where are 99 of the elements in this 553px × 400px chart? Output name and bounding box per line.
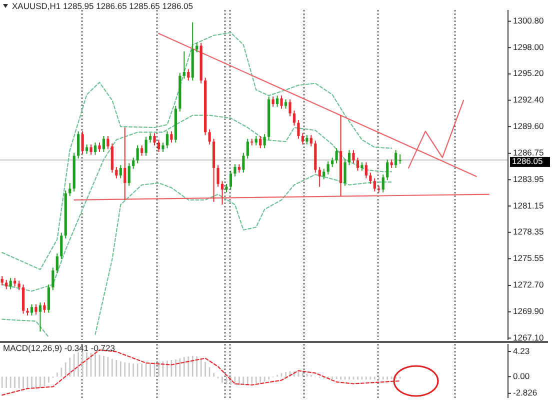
- line-series: [408, 100, 464, 168]
- y-tick-label: 1272.70: [513, 280, 544, 290]
- candlestick: [306, 134, 308, 145]
- candlestick: [38, 302, 42, 332]
- line-series: [2, 114, 392, 292]
- candlestick: [208, 128, 211, 145]
- candlestick: [322, 168, 326, 180]
- candlestick: [292, 110, 296, 126]
- ref-line-label: 1286.05: [512, 156, 543, 166]
- y-tick-label: 1267.10: [513, 332, 544, 342]
- y-tick-label: 0.00: [513, 370, 530, 381]
- candlestick: [0, 276, 4, 286]
- candlestick: [43, 302, 46, 314]
- candlestick: [335, 148, 338, 164]
- candlestick: [348, 150, 351, 166]
- candlestick: [124, 127, 126, 200]
- y-tick-label: 1278.35: [513, 226, 544, 237]
- y-tick-label: -2.826: [513, 388, 538, 398]
- candlestick: [288, 98, 292, 117]
- candlestick: [115, 166, 118, 179]
- y-tick-label: 1295.20: [513, 68, 544, 78]
- candlestick: [373, 178, 376, 192]
- candlestick: [356, 157, 360, 172]
- candlestick: [81, 130, 84, 154]
- candlestick: [68, 182, 72, 197]
- candlestick: [30, 304, 34, 316]
- candlestick: [144, 136, 148, 156]
- candlestick: [344, 158, 346, 186]
- candlestick: [242, 152, 245, 174]
- candlestick: [77, 130, 80, 160]
- candlestick: [119, 164, 122, 179]
- candlestick: [398, 154, 402, 164]
- candlestick: [47, 284, 50, 314]
- candlestick: [259, 135, 262, 149]
- y-tick-label: 1300.80: [513, 16, 544, 26]
- candlestick: [132, 157, 135, 170]
- candlestick: [140, 144, 144, 156]
- candlestick: [234, 164, 236, 177]
- candlestick: [110, 143, 114, 174]
- candlestick: [382, 174, 384, 193]
- candlestick: [196, 42, 198, 53]
- candlestick: [85, 144, 88, 154]
- candlestick: [90, 144, 92, 156]
- candlestick: [94, 142, 97, 156]
- candlestick: [9, 277, 12, 290]
- y-tick-label: 1269.90: [513, 306, 544, 316]
- candlestick: [263, 134, 266, 149]
- line-series: [94, 174, 392, 335]
- candlestick: [254, 135, 258, 146]
- candlestick: [187, 68, 190, 82]
- candlestick: [369, 172, 372, 184]
- candlestick: [182, 50, 186, 80]
- y-tick-label: 1281.15: [513, 200, 544, 210]
- candlestick: [22, 284, 25, 314]
- line-series: [2, 32, 392, 270]
- candlestick: [5, 279, 8, 290]
- candlestick: [98, 142, 101, 152]
- candlestick: [284, 98, 288, 110]
- candlestick: [364, 162, 368, 179]
- candlestick: [153, 132, 156, 146]
- candlestick: [301, 132, 304, 145]
- candlestick: [148, 132, 152, 144]
- candlestick: [157, 139, 160, 152]
- candlestick: [162, 142, 164, 152]
- candlestick: [331, 157, 334, 168]
- candlestick: [170, 130, 173, 144]
- candlestick: [246, 138, 249, 160]
- candlestick: [318, 166, 321, 188]
- candlestick: [386, 158, 389, 181]
- y-tick-label: 4.23: [513, 346, 530, 356]
- candlestick: [276, 95, 279, 108]
- candlestick: [229, 170, 232, 190]
- candlestick: [128, 162, 130, 186]
- candlestick: [297, 120, 300, 140]
- candlestick: [102, 135, 106, 152]
- y-tick-label: 1292.40: [513, 94, 544, 105]
- y-tick-label: 1286.75: [513, 148, 544, 158]
- candlestick: [106, 135, 110, 150]
- candlestick: [136, 144, 139, 164]
- candlestick: [18, 280, 20, 291]
- candlestick: [220, 180, 224, 206]
- chart-title: XAUUSD,H1 1285.95 1286.65 1285.65 1286.05: [12, 1, 194, 11]
- y-tick-label: 1289.60: [513, 120, 544, 131]
- candlestick: [216, 164, 220, 188]
- candlestick: [394, 150, 398, 168]
- y-tick-label: 1283.95: [513, 174, 544, 184]
- candlestick: [56, 253, 58, 274]
- chart-title: MACD(12,26,9) -0.341 -0.723: [3, 343, 116, 353]
- candlestick: [52, 267, 54, 291]
- candlestick: [280, 95, 283, 110]
- candlestick: [34, 304, 38, 316]
- candlestick: [352, 150, 355, 164]
- y-tick-label: 1275.55: [513, 252, 544, 263]
- candlestick: [60, 232, 63, 260]
- candlestick: [326, 160, 330, 176]
- candlestick: [166, 130, 169, 149]
- candlestick: [272, 96, 274, 108]
- y-tick-label: 1298.00: [513, 42, 544, 52]
- candlestick: [310, 134, 312, 147]
